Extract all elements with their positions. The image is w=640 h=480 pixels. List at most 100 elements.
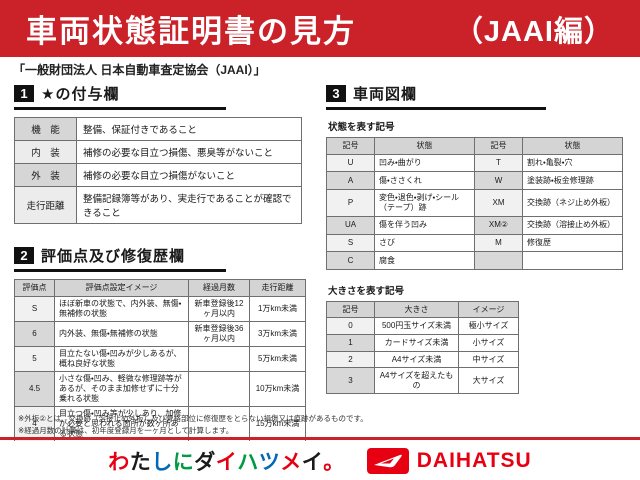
table-cell: 1 [326, 333, 375, 352]
table-cell: A4サイズを超えたもの [374, 367, 459, 395]
table-cell: 4 [14, 406, 55, 442]
column-header: 経過月数 [188, 279, 250, 297]
section1-heading: 1 ★の付与欄 [14, 83, 226, 110]
section3-heading: 3 車両図欄 [326, 83, 546, 110]
table-cell: 小さな傷・凹み、軽微な修理跡等があるが、そのまま加修せずに十分乗れる状態 [54, 371, 189, 407]
table-row: S さび M 修復歴 [326, 233, 623, 253]
footnote-line: ※経過月数の計算は、初年度登録月を一ヶ月として計算します。 [18, 425, 234, 435]
table-cell: 極小サイズ [458, 317, 519, 335]
slogan-char: わ [108, 450, 130, 474]
column-header: 記号 [326, 300, 375, 319]
table-cell: 5万km未満 [249, 346, 306, 372]
table-row: UA 傷を伴う凹み XM② 交換跡（溶接止め外板） [326, 215, 623, 235]
table-row: S ほぼ新車の状態で、内外装、無傷・無補修の状態 新車登録後12ヶ月以内 1万km未満 [14, 296, 306, 322]
table-cell [188, 406, 250, 442]
table-cell: 腐食 [374, 251, 475, 270]
table-row: 2 A4サイズ未満 中サイズ [326, 350, 519, 369]
page-title-edition: （JAAI編） [453, 15, 614, 48]
table-cell: 内外装、無傷・無補修の状態 [54, 321, 189, 347]
column-header: 大きさ [374, 300, 459, 319]
slogan-char: し [151, 450, 173, 474]
table-cell: 外 装 [14, 163, 77, 187]
table-cell: 1万km未満 [249, 296, 306, 322]
column-header: 走行距離 [249, 279, 306, 297]
table-cell: さび [374, 233, 475, 253]
section2-number-badge: 2 [14, 247, 34, 264]
table-cell: 0 [326, 317, 375, 335]
table-cell: A [326, 171, 375, 190]
table-row: 外 装補修の必要な目立つ損傷がないこと [14, 163, 302, 187]
daihatsu-logo: DAIHATSU [366, 447, 532, 474]
table-cell: 補修の必要な目立つ損傷がないこと [76, 163, 302, 187]
table-cell [188, 371, 250, 407]
table-cell: 傷を伴う凹み [374, 215, 475, 235]
star-table: 機 能整備、保証付きであること内 装補修の必要な目立つ損傷、悪臭等がないこと外 … [14, 117, 302, 224]
table-row: 4.5 小さな傷・凹み、軽微な修理跡等があるが、そのまま加修せずに十分乗れる状態 1… [14, 371, 306, 407]
section2-title: 評価点及び修復歴欄 [41, 248, 186, 265]
column-header: 記号 [474, 137, 523, 155]
table-cell: U [326, 153, 375, 173]
column-header: 状態 [522, 137, 623, 155]
table-cell: 内 装 [14, 140, 77, 164]
table-cell: 中サイズ [458, 350, 519, 369]
table-cell: 変色・退色・剥げ・シール（テープ）跡 [374, 188, 475, 217]
table-cell: 2 [326, 350, 375, 369]
table-cell: 10万km未満 [249, 371, 306, 407]
slogan-char: イ [215, 450, 238, 474]
section3-title: 車両図欄 [353, 86, 418, 103]
column-header: 評価点 [14, 279, 55, 297]
table-cell [188, 346, 250, 372]
table-cell: 目立たない傷・凹みが少しあるが、概ね良好な状態 [54, 346, 189, 372]
table-cell: 修復歴 [522, 233, 623, 253]
table-row: U 凹み・曲がり T 割れ・亀裂・穴 [326, 153, 623, 173]
table-cell: T [474, 153, 523, 173]
slogan-char: 。 [323, 450, 345, 474]
table-cell: XM [474, 188, 523, 217]
column-header: 状態 [374, 137, 475, 155]
table-row: 0 500円玉サイズ未満 極小サイズ [326, 317, 519, 335]
table-cell: 500円玉サイズ未満 [374, 317, 459, 335]
section2-heading: 2 評価点及び修復歴欄 [14, 245, 226, 272]
table-row: 5 目立たない傷・凹みが少しあるが、概ね良好な状態 5万km未満 [14, 346, 306, 372]
table-cell: 5 [14, 346, 55, 372]
table-cell: A4サイズ未満 [374, 350, 459, 369]
table-cell: カードサイズ未満 [374, 333, 459, 352]
table-cell: 3 [326, 367, 375, 395]
slogan-char: イ [301, 450, 324, 474]
table-row: 1 カードサイズ未満 小サイズ [326, 333, 519, 352]
table-row: C 腐食 [326, 251, 623, 270]
table-cell [474, 251, 523, 270]
table-row: 機 能整備、保証付きであること [14, 117, 302, 141]
table-cell: 補修の必要な目立つ損傷、悪臭等がないこと [76, 140, 302, 164]
footer: わたしにダイハツメイ。 DAIHATSU [0, 441, 640, 480]
slogan-char: ダ [194, 450, 216, 474]
size-symbols-label: 大きさを表す記号 [328, 285, 405, 297]
column-header: 記号 [326, 137, 375, 155]
table-cell: XM② [474, 215, 523, 235]
table-cell: 塗装跡・板金修理跡 [522, 171, 623, 190]
daihatsu-slogan: わたしにダイハツメイ。 [108, 446, 345, 476]
table-row: 3 A4サイズを超えたもの 大サイズ [326, 367, 519, 395]
table-cell: P [326, 188, 375, 217]
table-cell: 凹み・曲がり [374, 153, 475, 173]
table-header-row: 記号 状態 記号 状態 [326, 137, 623, 155]
slogan-char: に [172, 450, 195, 474]
table-cell: 小サイズ [458, 333, 519, 352]
table-cell: 大サイズ [458, 367, 519, 395]
table-cell: 走行距離 [14, 186, 77, 224]
table-cell [522, 251, 623, 270]
table-cell: 整備、保証付きであること [76, 117, 302, 141]
table-row: 内 装補修の必要な目立つ損傷、悪臭等がないこと [14, 140, 302, 164]
daihatsu-d-icon [366, 447, 409, 474]
table-cell: 割れ・亀裂・穴 [522, 153, 623, 173]
section3-number-badge: 3 [326, 85, 346, 102]
table-cell: 3万km未満 [249, 321, 306, 347]
daihatsu-wordmark: DAIHATSU [416, 448, 532, 472]
table-header-row: 評価点 評価点設定イメージ 経過月数 走行距離 [14, 279, 306, 297]
table-cell: UA [326, 215, 375, 235]
table-cell: 傷・ささくれ [374, 171, 475, 190]
footnotes: ※外板②とは、交換跡（溶接止め外板）及び骨格部位に修復歴をとらない損傷又は痕跡が… [18, 413, 368, 436]
slogan-char: メ [280, 450, 302, 474]
table-row: A 傷・ささくれ W 塗装跡・板金修理跡 [326, 171, 623, 190]
column-header: 評価点設定イメージ [54, 279, 189, 297]
